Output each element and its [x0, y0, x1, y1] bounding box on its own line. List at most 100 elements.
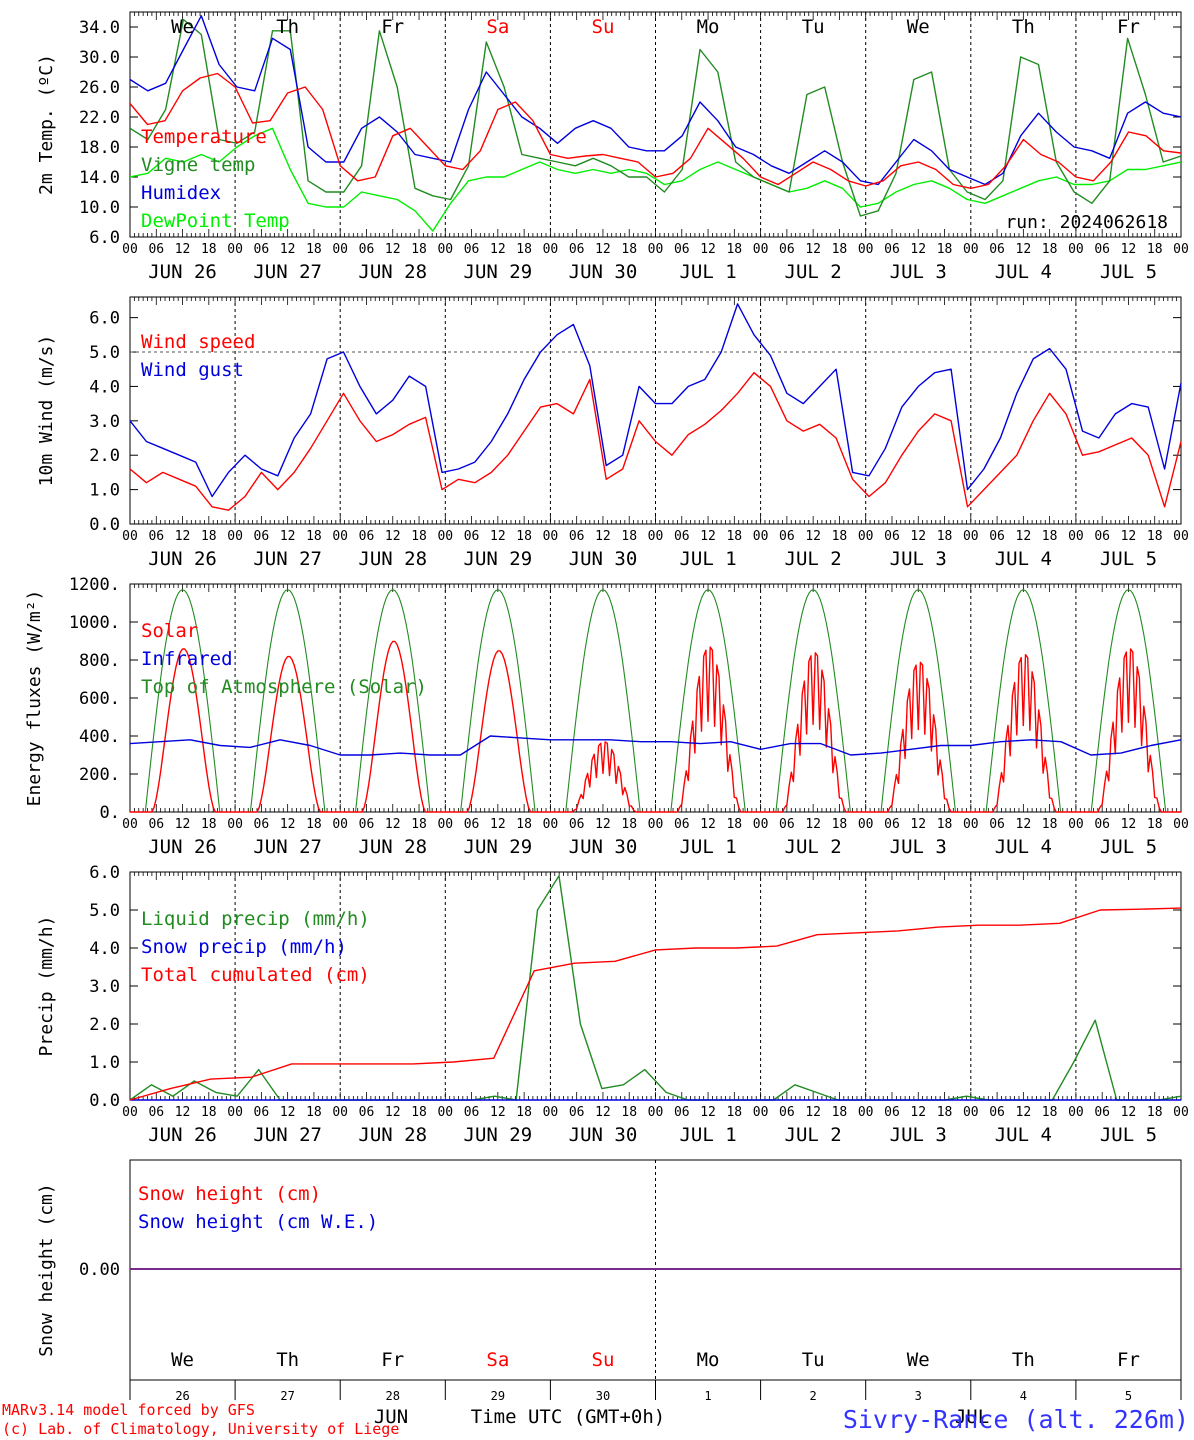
legend-entry: Total cumulated (cm) — [141, 964, 370, 986]
hour-tick-label: 18 — [1147, 817, 1163, 832]
hour-tick-label: 06 — [359, 1105, 375, 1120]
hour-tick-label: 12 — [700, 529, 716, 544]
legend-entry: Wind gust — [141, 359, 244, 381]
series-humidex — [130, 15, 1181, 186]
hour-tick-label: 18 — [306, 817, 322, 832]
hour-tick-label: 12 — [1016, 242, 1032, 257]
legend-entry: Snow height (cm W.E.) — [138, 1211, 378, 1233]
hour-tick-label: 06 — [884, 242, 900, 257]
weekday-label: Fr — [1117, 1349, 1140, 1371]
series-wind-speed — [129, 372, 1182, 511]
day-label: JUL 1 — [679, 836, 736, 858]
hour-tick-label: 12 — [490, 529, 506, 544]
hour-tick-label: 12 — [805, 529, 821, 544]
hour-tick-label: 06 — [989, 242, 1005, 257]
hour-tick-label: 12 — [1121, 1105, 1137, 1120]
hour-tick-label: 12 — [595, 529, 611, 544]
legend-entry: Solar — [141, 620, 198, 642]
hour-tick-label: 12 — [1121, 529, 1137, 544]
day-number-label: 3 — [915, 1389, 922, 1403]
hour-tick-label: 06 — [779, 529, 795, 544]
y-tick-label: 2.0 — [89, 446, 120, 466]
day-label: JUL 5 — [1100, 836, 1157, 858]
y-tick-label: 400. — [79, 727, 120, 747]
series-wind-gust — [129, 303, 1182, 498]
hour-tick-label: 00 — [332, 817, 348, 832]
hour-tick-label: 00 — [858, 242, 874, 257]
hour-tick-label: 18 — [411, 529, 427, 544]
hour-tick-label: 12 — [175, 817, 191, 832]
day-number-label: 4 — [1020, 1389, 1027, 1403]
y-tick-label: 4.0 — [89, 377, 120, 397]
day-label: JUL 2 — [785, 261, 842, 283]
hour-tick-label: 06 — [884, 1105, 900, 1120]
hour-tick-label: 12 — [175, 529, 191, 544]
day-label: JUN 27 — [253, 261, 322, 283]
hour-tick-label: 06 — [148, 242, 164, 257]
y-tick-label: 6.0 — [89, 863, 120, 883]
hour-tick-label: 06 — [674, 242, 690, 257]
hour-tick-label: 12 — [175, 242, 191, 257]
hour-tick-label: 00 — [858, 817, 874, 832]
hour-tick-label: 06 — [884, 817, 900, 832]
day-number-label: 29 — [491, 1389, 505, 1403]
panel-frame — [129, 11, 1182, 238]
day-number-label: 26 — [175, 1389, 189, 1403]
day-label: JUL 4 — [995, 836, 1052, 858]
hour-tick-label: 12 — [1016, 1105, 1032, 1120]
hour-tick-label: 18 — [306, 1105, 322, 1120]
legend-entry: Snow height (cm) — [138, 1183, 321, 1205]
hour-tick-label: 12 — [700, 817, 716, 832]
hour-tick-label: 12 — [1016, 529, 1032, 544]
hour-tick-label: 18 — [726, 1105, 742, 1120]
hour-tick-label: 00 — [1068, 1105, 1084, 1120]
hour-tick-label: 00 — [963, 242, 979, 257]
station-label: Sivry-Rance (alt. 226m) — [843, 1405, 1189, 1434]
hour-tick-label: 18 — [411, 1105, 427, 1120]
y-tick-label: 14.0 — [79, 168, 120, 188]
y-tick-label: 5.0 — [89, 343, 120, 363]
hour-tick-label: 18 — [411, 817, 427, 832]
hour-tick-label: 12 — [385, 529, 401, 544]
day-label: JUN 30 — [569, 261, 638, 283]
hour-tick-label: 06 — [674, 817, 690, 832]
day-number-label: 2 — [810, 1389, 817, 1403]
hour-tick-label: 00 — [753, 529, 769, 544]
hour-tick-label: 18 — [306, 529, 322, 544]
hour-tick-label: 18 — [516, 817, 532, 832]
y-tick-label: 26.0 — [79, 78, 120, 98]
hour-tick-label: 00 — [1173, 242, 1189, 257]
hour-tick-label: 12 — [910, 1105, 926, 1120]
legend-entry: Vigne temp — [141, 154, 255, 176]
y-tick-label: 5.0 — [89, 901, 120, 921]
day-label: JUL 2 — [785, 1124, 842, 1146]
y-tick-label: 1.0 — [89, 1053, 120, 1073]
y-tick-label: 30.0 — [79, 48, 120, 68]
hour-tick-label: 18 — [201, 242, 217, 257]
hour-tick-label: 18 — [937, 242, 953, 257]
weekday-label: Sa — [486, 1349, 509, 1371]
hour-tick-label: 06 — [254, 529, 270, 544]
day-label: JUN 26 — [148, 1124, 217, 1146]
day-label: JUL 4 — [995, 548, 1052, 570]
hour-tick-label: 18 — [726, 817, 742, 832]
hour-tick-label: 18 — [411, 242, 427, 257]
hour-tick-label: 00 — [963, 1105, 979, 1120]
legend-entry: Infrared — [141, 648, 233, 670]
day-label: JUN 28 — [358, 548, 427, 570]
legend-entry: DewPoint Temp — [141, 210, 290, 232]
weekday-label: We — [171, 16, 194, 38]
hour-tick-label: 06 — [569, 529, 585, 544]
hour-tick-label: 00 — [753, 817, 769, 832]
day-label: JUL 3 — [890, 1124, 947, 1146]
hour-tick-label: 06 — [464, 1105, 480, 1120]
hour-tick-label: 00 — [437, 817, 453, 832]
weekday-label: Th — [276, 16, 299, 38]
weekday-label: Th — [1012, 16, 1035, 38]
panel-1: 00 06 12 18 JUN 26 00 06 12 18 JUN 27 00 06 12 18 JUN … — [36, 11, 1189, 283]
hour-tick-label: 12 — [910, 242, 926, 257]
hour-tick-label: 00 — [858, 1105, 874, 1120]
hour-tick-label: 18 — [621, 242, 637, 257]
weekday-label: Fr — [1117, 16, 1140, 38]
hour-tick-label: 18 — [832, 1105, 848, 1120]
